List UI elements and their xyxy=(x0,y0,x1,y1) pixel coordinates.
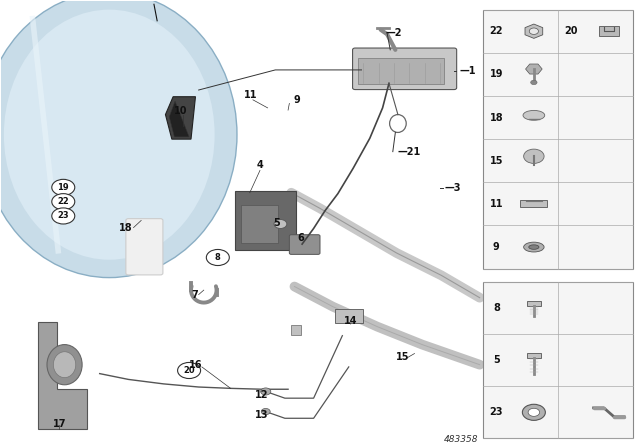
Text: 15: 15 xyxy=(490,156,503,166)
Circle shape xyxy=(531,80,537,85)
Text: 5: 5 xyxy=(273,218,280,228)
Circle shape xyxy=(260,388,271,395)
Ellipse shape xyxy=(0,0,237,278)
FancyBboxPatch shape xyxy=(483,282,633,439)
Text: 483358: 483358 xyxy=(444,435,478,444)
Text: 12: 12 xyxy=(255,390,268,400)
Circle shape xyxy=(274,220,287,228)
FancyBboxPatch shape xyxy=(358,58,444,84)
FancyBboxPatch shape xyxy=(483,9,633,269)
Text: 22: 22 xyxy=(58,197,69,206)
Text: 20: 20 xyxy=(183,366,195,375)
Ellipse shape xyxy=(47,345,82,385)
FancyBboxPatch shape xyxy=(126,219,163,275)
Circle shape xyxy=(52,194,75,210)
FancyBboxPatch shape xyxy=(527,353,541,358)
Text: 6: 6 xyxy=(298,233,304,243)
Text: 9: 9 xyxy=(294,95,300,105)
Text: —2: —2 xyxy=(386,28,403,38)
Circle shape xyxy=(529,28,538,34)
Text: 13: 13 xyxy=(255,410,268,420)
Text: 20: 20 xyxy=(564,26,578,36)
Polygon shape xyxy=(166,97,195,139)
Circle shape xyxy=(206,250,229,266)
Text: 8: 8 xyxy=(215,253,221,262)
Polygon shape xyxy=(525,24,543,39)
Circle shape xyxy=(522,404,545,420)
Text: 19: 19 xyxy=(58,183,69,192)
Polygon shape xyxy=(525,64,542,74)
FancyBboxPatch shape xyxy=(527,301,541,306)
Text: —3: —3 xyxy=(445,183,461,193)
Ellipse shape xyxy=(524,242,544,252)
Text: 22: 22 xyxy=(490,26,503,36)
Text: 15: 15 xyxy=(396,352,410,362)
Text: 11: 11 xyxy=(490,199,503,209)
Text: 8: 8 xyxy=(493,303,500,313)
FancyBboxPatch shape xyxy=(289,235,320,254)
Ellipse shape xyxy=(529,245,539,249)
Text: 17: 17 xyxy=(52,419,66,429)
FancyBboxPatch shape xyxy=(598,26,619,36)
Circle shape xyxy=(528,408,540,416)
FancyBboxPatch shape xyxy=(335,309,363,323)
Circle shape xyxy=(261,409,270,415)
Circle shape xyxy=(524,149,544,164)
Polygon shape xyxy=(38,322,87,430)
Text: 19: 19 xyxy=(490,69,503,79)
FancyBboxPatch shape xyxy=(291,325,301,335)
Text: 23: 23 xyxy=(58,211,69,220)
Circle shape xyxy=(177,362,200,379)
Polygon shape xyxy=(170,101,189,137)
Text: 16: 16 xyxy=(189,360,202,370)
Text: 18: 18 xyxy=(490,112,503,123)
Ellipse shape xyxy=(4,9,214,260)
Text: 18: 18 xyxy=(119,223,132,233)
FancyBboxPatch shape xyxy=(241,205,278,243)
Text: 7: 7 xyxy=(191,289,198,300)
Text: 11: 11 xyxy=(244,90,258,100)
Text: 5: 5 xyxy=(493,355,500,365)
Text: 9: 9 xyxy=(493,242,500,252)
Circle shape xyxy=(52,179,75,195)
Text: 4: 4 xyxy=(257,160,263,170)
Text: 23: 23 xyxy=(490,407,503,418)
Text: —21: —21 xyxy=(398,146,421,157)
Text: 14: 14 xyxy=(344,316,357,326)
Ellipse shape xyxy=(523,110,545,120)
Circle shape xyxy=(52,208,75,224)
FancyBboxPatch shape xyxy=(235,191,296,250)
FancyBboxPatch shape xyxy=(353,48,457,90)
FancyBboxPatch shape xyxy=(520,200,547,207)
Text: 10: 10 xyxy=(174,107,188,116)
Ellipse shape xyxy=(53,352,76,378)
Text: —1: —1 xyxy=(460,66,476,76)
